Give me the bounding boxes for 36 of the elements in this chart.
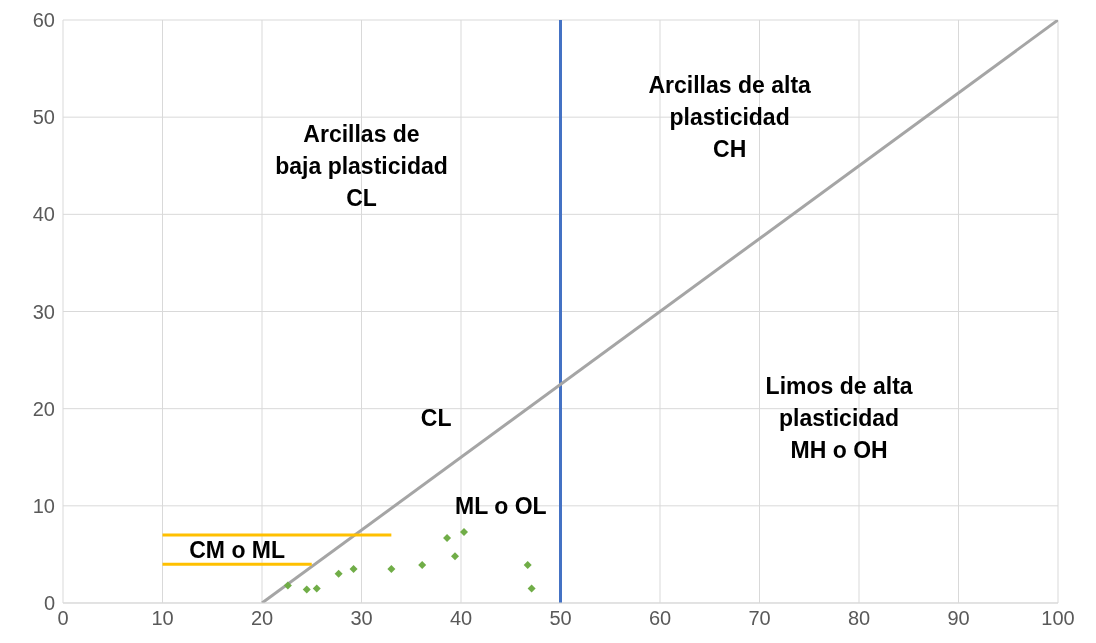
y-tick-label: 0 (43, 592, 55, 615)
point (459, 528, 468, 537)
annotation: Limos de alta plasticidad MH o OH (765, 373, 913, 464)
y-tick-label: 10 (32, 494, 55, 517)
x-tick-label: 50 (549, 607, 572, 630)
annotation: CL (420, 405, 452, 432)
point (527, 584, 536, 593)
annotation: ML o OL (455, 492, 547, 519)
point (443, 533, 452, 542)
x-tick-label: 0 (57, 607, 69, 630)
annotation: CM o ML (189, 536, 286, 563)
x-tick-label: 40 (449, 607, 473, 630)
point (349, 564, 358, 573)
point (418, 561, 427, 570)
annotation: Arcillas de baja plasticidad CL (275, 120, 448, 211)
y-tick-label: 50 (32, 106, 55, 129)
point (302, 585, 311, 594)
point (523, 561, 532, 570)
x-tick-label: 70 (748, 607, 771, 630)
point (451, 552, 460, 561)
y-tick-label: 20 (32, 397, 55, 420)
x-tick-label: 100 (1041, 607, 1075, 630)
x-tick-label: 60 (648, 607, 672, 630)
y-tick-label: 40 (32, 203, 55, 226)
point (283, 581, 292, 590)
y-tick-label: 30 (32, 300, 55, 323)
x-tick-label: 30 (350, 607, 373, 630)
annotation: Arcillas de alta plasticidad CH (648, 72, 812, 163)
point (334, 569, 343, 578)
x-tick-label: 80 (847, 607, 871, 630)
x-tick-label: 90 (947, 607, 970, 630)
point (312, 584, 321, 593)
y-tick-label: 60 (32, 9, 55, 32)
point (387, 564, 396, 573)
x-tick-label: 10 (151, 607, 174, 630)
x-tick-label: 20 (250, 607, 274, 630)
